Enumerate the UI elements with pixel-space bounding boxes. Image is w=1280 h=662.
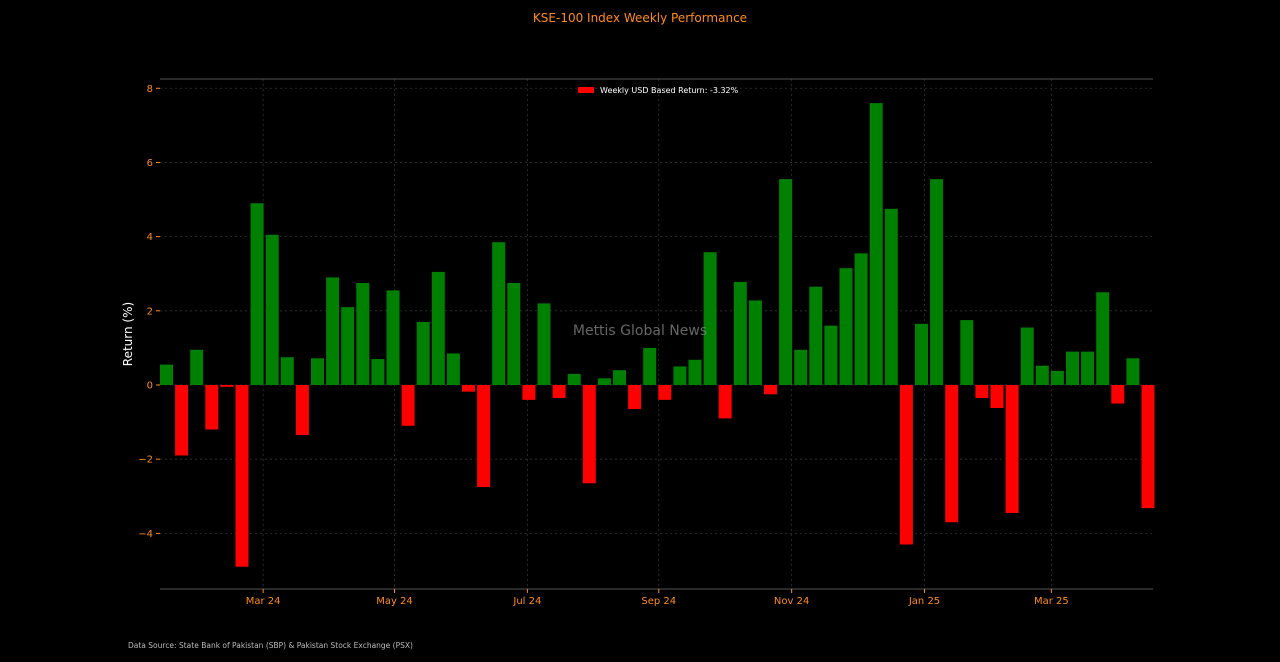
bar-positive: [1081, 351, 1095, 385]
y-tick-label: −2: [138, 455, 153, 466]
bar-positive: [446, 353, 460, 385]
bar-positive: [1126, 358, 1140, 385]
bar-positive: [265, 234, 279, 385]
bar-positive: [613, 370, 626, 385]
bar-positive: [280, 357, 294, 385]
bar-negative: [477, 385, 491, 487]
bar-negative: [628, 385, 642, 410]
x-tick-label: Jul 24: [512, 596, 541, 607]
bar-positive: [673, 366, 687, 385]
bar-negative: [582, 385, 596, 484]
y-tick-label: −4: [138, 529, 153, 540]
bar-positive: [1050, 370, 1064, 385]
bar-positive: [915, 323, 928, 385]
bar-positive: [869, 103, 883, 385]
bar-positive: [824, 325, 838, 385]
bar-positive: [884, 208, 898, 385]
bar-positive: [960, 320, 974, 385]
bar-negative: [295, 385, 309, 436]
bar-negative: [220, 385, 234, 387]
bar-negative: [658, 385, 672, 400]
bar-positive: [703, 252, 717, 385]
bar-positive: [794, 349, 808, 385]
bar-positive: [748, 300, 762, 385]
bar-positive: [733, 281, 747, 385]
bar-negative: [990, 385, 1004, 408]
bar-positive: [597, 378, 611, 385]
y-tick-label: 0: [147, 381, 153, 392]
bar-negative: [718, 385, 732, 419]
bar-positive: [431, 271, 445, 385]
bar-positive: [190, 349, 204, 385]
watermark: Mettis Global News: [573, 323, 707, 339]
bar-negative: [764, 385, 777, 395]
y-tick-label: 4: [147, 232, 153, 243]
grid-layer: [160, 79, 1153, 589]
bar-positive: [326, 277, 340, 385]
bar-positive: [250, 203, 264, 385]
bar-positive: [537, 303, 551, 385]
legend-label: Weekly USD Based Return: -3.32%: [600, 86, 739, 95]
bar-positive: [1066, 351, 1079, 385]
bar-positive: [507, 283, 521, 385]
bar-positive: [688, 359, 702, 385]
x-tick-label: Jan 25: [908, 596, 940, 607]
bar-positive: [311, 358, 324, 385]
x-tick-label: Mar 24: [246, 596, 281, 607]
bar-positive: [386, 290, 400, 385]
bar-positive: [1035, 365, 1049, 385]
bar-negative: [945, 385, 959, 523]
bar-positive: [930, 179, 944, 385]
bar-positive: [371, 359, 385, 385]
x-axis-ticks: Mar 24 May 24 Jul 24 Sep 24 Nov 24 Jan 25 Mar …: [246, 589, 1069, 607]
bar-negative: [522, 385, 536, 400]
bar-negative: [899, 385, 913, 545]
bar-positive: [356, 283, 370, 385]
bar-positive: [839, 268, 853, 385]
bar-positive: [160, 364, 173, 385]
bar-positive: [1020, 327, 1034, 385]
chart-title: KSE-100 Index Weekly Performance: [533, 11, 747, 25]
bar-negative: [235, 385, 249, 567]
y-tick-label: 2: [147, 306, 153, 317]
x-tick-label: Mar 25: [1034, 596, 1069, 607]
bar-positive: [779, 179, 793, 385]
x-tick-label: Nov 24: [774, 596, 809, 607]
bar-negative: [1005, 385, 1019, 513]
data-source-note: Data Source: State Bank of Pakistan (SBP…: [128, 641, 413, 650]
y-tick-label: 8: [147, 84, 153, 95]
bars-layer: [160, 103, 1155, 567]
x-tick-label: May 24: [376, 596, 413, 607]
bar-negative: [552, 385, 566, 398]
bar-positive: [1096, 292, 1110, 385]
bar-negative: [975, 385, 989, 398]
bar-positive: [341, 307, 355, 385]
y-axis-ticks: −4 −2 0 2 4 6 8: [138, 84, 160, 540]
legend: Weekly USD Based Return: -3.32%: [578, 86, 739, 95]
bar-positive: [643, 347, 657, 385]
bar-negative: [462, 385, 475, 392]
bar-negative: [1141, 385, 1155, 509]
bar-positive: [492, 242, 506, 385]
bar-negative: [205, 385, 219, 430]
bar-positive: [416, 321, 430, 385]
bar-negative: [175, 385, 189, 456]
bar-positive: [854, 253, 868, 385]
y-tick-label: 6: [147, 158, 153, 169]
bar-negative: [401, 385, 415, 426]
bar-negative: [1111, 385, 1125, 404]
legend-swatch: [578, 87, 594, 93]
x-tick-label: Sep 24: [641, 596, 676, 607]
bar-positive: [567, 373, 581, 385]
bar-positive: [809, 286, 823, 385]
y-axis-label: Return (%): [121, 302, 135, 366]
